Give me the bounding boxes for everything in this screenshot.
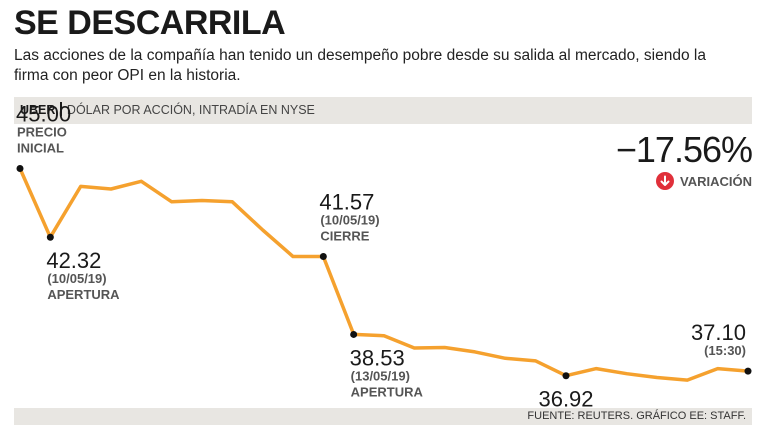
footer-bar: FUENTE: REUTERS. GRÁFICO EE: STAFF.: [14, 408, 752, 425]
page-title: SE DESCARRILA: [14, 4, 286, 42]
separator: [60, 102, 62, 116]
annotation-label: PRECIO: [17, 124, 67, 139]
arrow-down-circle-icon: [656, 172, 675, 190]
annotation-value: 41.57: [319, 189, 374, 214]
variation-value: −17.56%: [615, 129, 753, 170]
data-point-marker: [16, 164, 24, 172]
annotation-label: INICIAL: [17, 140, 64, 155]
annotation-label: APERTURA: [47, 287, 120, 302]
info-bar: UBER DÓLAR POR ACCIÓN, INTRADÍA EN NYSE: [14, 97, 752, 124]
annotation-value: 38.53: [350, 345, 405, 370]
annotation-label: APERTURA: [351, 384, 424, 399]
data-point-marker: [319, 252, 327, 260]
annotation-label: CIERRE: [320, 228, 369, 243]
annotation-value: 36.92: [538, 387, 593, 412]
annotation-label: (10/05/19): [47, 271, 106, 286]
annotation-label: (13/05/19): [351, 368, 410, 383]
ticker-label: UBER: [20, 103, 56, 117]
data-point-marker: [744, 367, 752, 375]
annotation-label: (15:30): [704, 343, 746, 358]
data-point-marker: [562, 372, 570, 380]
variation-block: −17.56% VARIACIÓN: [615, 129, 753, 190]
data-point-marker: [350, 330, 358, 338]
annotation-value: 37.10: [691, 320, 746, 345]
page-subtitle: Las acciones de la compañía han tenido u…: [14, 47, 706, 84]
variation-label: VARIACIÓN: [680, 173, 752, 189]
annotation-value: 45.00: [16, 101, 71, 126]
annotation-value: 42.32: [46, 248, 101, 273]
source-credit: FUENTE: REUTERS. GRÁFICO EE: STAFF.: [527, 410, 746, 422]
chart-description: DÓLAR POR ACCIÓN, INTRADÍA EN NYSE: [66, 103, 315, 117]
price-series-line: [18, 166, 750, 382]
annotation-label: (10/05/19): [320, 212, 379, 227]
data-point-marker: [46, 233, 54, 241]
